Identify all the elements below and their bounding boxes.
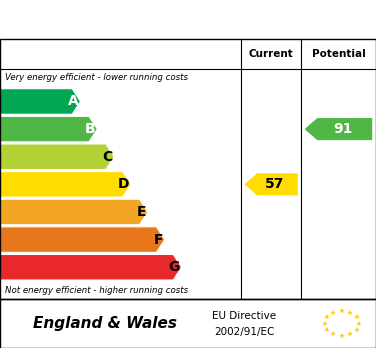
Text: (55-68): (55-68) (5, 180, 34, 189)
Polygon shape (0, 254, 182, 280)
Text: Current: Current (248, 49, 293, 59)
Polygon shape (0, 172, 131, 197)
Text: EU Directive: EU Directive (212, 311, 276, 321)
Text: 57: 57 (265, 177, 285, 191)
Text: (81-91): (81-91) (5, 125, 33, 134)
Text: D: D (118, 177, 129, 191)
Text: England & Wales: England & Wales (33, 316, 177, 331)
Polygon shape (0, 199, 148, 225)
Text: F: F (153, 232, 163, 247)
Text: G: G (168, 260, 180, 274)
Text: E: E (136, 205, 146, 219)
Text: Potential: Potential (312, 49, 365, 59)
Text: (1-20): (1-20) (5, 263, 29, 272)
Polygon shape (305, 118, 372, 140)
Text: 91: 91 (333, 122, 353, 136)
Polygon shape (0, 144, 114, 169)
Polygon shape (0, 227, 165, 252)
Text: A: A (68, 94, 79, 109)
Text: Very energy efficient - lower running costs: Very energy efficient - lower running co… (5, 73, 188, 82)
Text: (21-38): (21-38) (5, 235, 33, 244)
Text: B: B (85, 122, 96, 136)
Text: (69-80): (69-80) (5, 152, 33, 161)
Text: 2002/91/EC: 2002/91/EC (214, 327, 274, 338)
Text: C: C (102, 150, 112, 164)
Text: Not energy efficient - higher running costs: Not energy efficient - higher running co… (5, 286, 188, 295)
Polygon shape (244, 173, 298, 196)
Text: (39-54): (39-54) (5, 207, 34, 216)
Text: Energy Efficiency Rating: Energy Efficiency Rating (11, 10, 259, 29)
Polygon shape (0, 116, 97, 142)
Polygon shape (0, 89, 80, 114)
Text: (92 Plus): (92 Plus) (5, 97, 39, 106)
